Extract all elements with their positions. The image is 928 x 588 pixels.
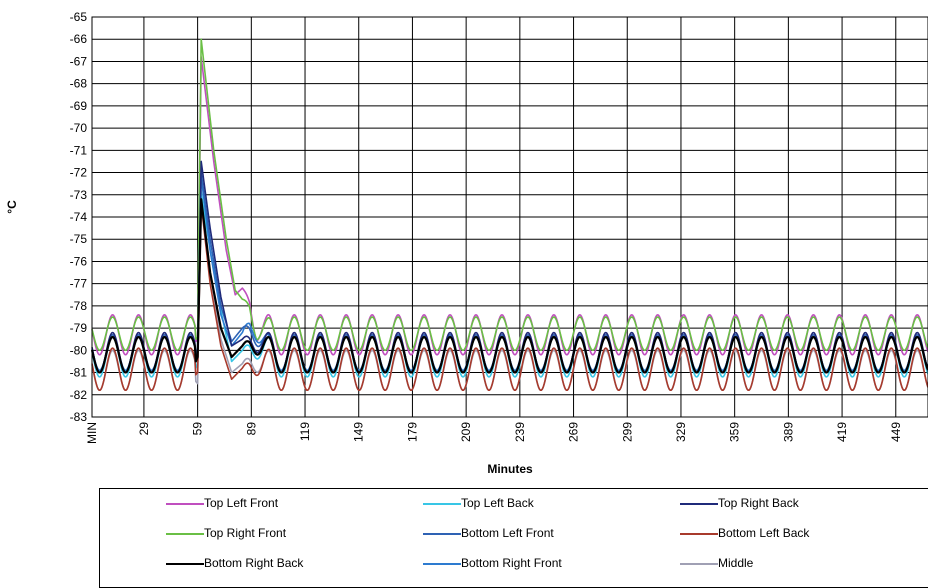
legend-label: Bottom Right Front <box>461 556 562 570</box>
legend-label: Top Left Front <box>204 496 279 510</box>
y-tick-label: -73 <box>70 188 88 202</box>
x-tick-label: 149 <box>352 422 366 442</box>
x-tick-label: 389 <box>781 422 795 442</box>
x-tick-label: 419 <box>835 422 849 442</box>
x-tick-label: 269 <box>567 422 581 442</box>
legend-swatch <box>166 503 204 505</box>
x-tick-label: 29 <box>137 422 151 436</box>
x-tick-label: 89 <box>244 422 258 436</box>
legend-label: Middle <box>718 556 754 570</box>
x-tick-labels: MIN 29 59 89 119 149 179 209 239 269 299 329 359 389 4… <box>85 422 903 444</box>
x-tick-label: 329 <box>674 422 688 442</box>
x-tick-label: MIN <box>85 422 99 444</box>
x-axis-title: Minutes <box>487 462 533 476</box>
legend-label: Top Left Back <box>461 496 534 510</box>
x-tick-label: 449 <box>889 422 903 442</box>
series-lines <box>90 38 928 392</box>
y-tick-label: -82 <box>70 388 88 402</box>
x-tick-label: 59 <box>191 422 205 436</box>
y-tick-label: -78 <box>70 299 88 313</box>
y-axis-title: °C <box>5 200 19 214</box>
x-tick-label: 239 <box>513 422 527 442</box>
legend-label: Bottom Left Back <box>718 526 810 540</box>
y-tick-label: -76 <box>70 254 88 268</box>
plot-area-border <box>91 16 928 418</box>
y-tick-label: -74 <box>70 210 88 224</box>
x-tick-label: 179 <box>405 422 419 442</box>
legend: Top Left Front Top Left Back Top Right Bac… <box>99 488 928 588</box>
legend-swatch <box>680 503 718 505</box>
y-tick-label: -69 <box>70 99 88 113</box>
y-tick-label: -77 <box>70 277 88 291</box>
legend-swatch <box>423 563 461 565</box>
series-line-bottom-right-back <box>90 198 928 374</box>
y-tick-label: -68 <box>70 77 88 91</box>
legend-swatch <box>423 503 461 505</box>
y-tick-label: -83 <box>70 410 88 424</box>
y-tick-label: -65 <box>70 10 88 24</box>
y-tick-label: -71 <box>70 143 88 157</box>
x-tick-label: 209 <box>459 422 473 442</box>
y-tick-label: -70 <box>70 121 88 135</box>
legend-label: Bottom Right Back <box>204 556 304 570</box>
legend-swatch <box>680 533 718 535</box>
x-tick-label: 299 <box>620 422 634 442</box>
x-tick-label: 359 <box>728 422 742 442</box>
legend-swatch <box>423 533 461 535</box>
line-chart: -65 -66 -67 -68 -69 -70 -71 -72 -73 -74 -75 -76 -77 -… <box>5 10 928 476</box>
y-tick-label: -80 <box>70 343 88 357</box>
y-tick-label: -81 <box>70 366 88 380</box>
series-line-top-right-front <box>91 38 928 352</box>
y-tick-label: -75 <box>70 232 88 246</box>
series-line-bottom-left-back <box>91 202 928 392</box>
y-tick-labels: -65 -66 -67 -68 -69 -70 -71 -72 -73 -74 -75 -76 -77 -… <box>70 10 88 424</box>
x-tick-label: 119 <box>298 422 312 441</box>
legend-swatch <box>680 563 718 565</box>
y-tick-label: -72 <box>70 166 88 180</box>
y-tick-label: -67 <box>70 54 88 68</box>
legend-label: Top Right Back <box>718 496 799 510</box>
legend-label: Top Right Front <box>204 526 287 540</box>
legend-swatch <box>166 533 204 535</box>
y-tick-label: -79 <box>70 321 88 335</box>
legend-swatch <box>166 563 204 565</box>
y-tick-label: -66 <box>70 32 88 46</box>
legend-label: Bottom Left Front <box>461 526 554 540</box>
